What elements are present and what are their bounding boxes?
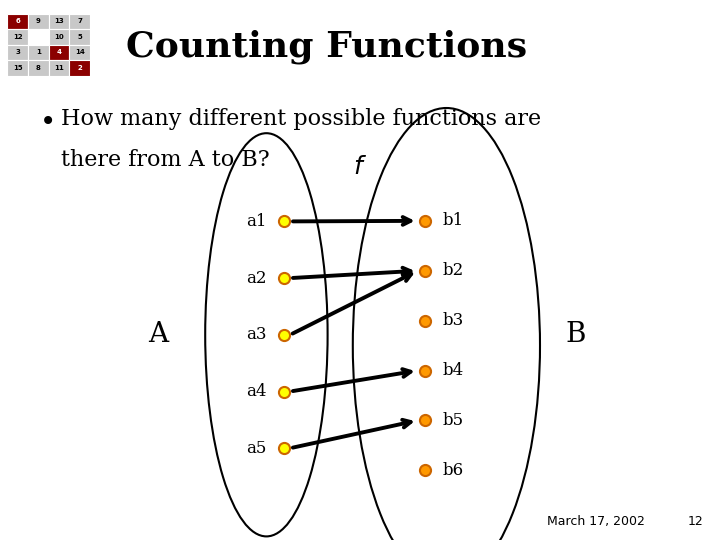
Text: 14: 14 xyxy=(75,49,84,55)
Text: 4: 4 xyxy=(56,49,61,55)
Text: 5: 5 xyxy=(77,34,82,40)
Text: 9: 9 xyxy=(36,18,41,24)
Text: $f$: $f$ xyxy=(353,156,367,179)
Text: there from A to B?: there from A to B? xyxy=(61,148,270,171)
Text: b3: b3 xyxy=(443,312,464,329)
Text: 6: 6 xyxy=(15,18,20,24)
Text: b4: b4 xyxy=(443,362,464,379)
Text: 12: 12 xyxy=(13,34,22,40)
FancyBboxPatch shape xyxy=(69,14,90,29)
Text: b2: b2 xyxy=(443,262,464,279)
Text: How many different possible functions are: How many different possible functions ar… xyxy=(61,108,541,130)
FancyBboxPatch shape xyxy=(28,45,49,60)
FancyBboxPatch shape xyxy=(7,29,28,45)
Text: b6: b6 xyxy=(443,462,464,479)
Text: 8: 8 xyxy=(36,65,41,71)
Text: 15: 15 xyxy=(13,65,22,71)
FancyBboxPatch shape xyxy=(28,60,49,76)
FancyBboxPatch shape xyxy=(69,45,90,60)
Text: a5: a5 xyxy=(246,440,266,457)
Text: 1: 1 xyxy=(36,49,41,55)
Text: a4: a4 xyxy=(246,383,266,400)
Text: a3: a3 xyxy=(246,326,266,343)
FancyBboxPatch shape xyxy=(69,60,90,76)
Text: 12: 12 xyxy=(688,515,703,528)
Text: b5: b5 xyxy=(443,412,464,429)
Text: •: • xyxy=(40,108,56,136)
Text: 2: 2 xyxy=(77,65,82,71)
Text: 13: 13 xyxy=(54,18,64,24)
Text: a2: a2 xyxy=(246,269,266,287)
FancyBboxPatch shape xyxy=(7,45,28,60)
FancyBboxPatch shape xyxy=(7,60,28,76)
Text: 10: 10 xyxy=(54,34,64,40)
Text: b1: b1 xyxy=(443,212,464,230)
Text: B: B xyxy=(566,321,586,348)
Text: A: A xyxy=(148,321,168,348)
FancyBboxPatch shape xyxy=(49,45,69,60)
FancyBboxPatch shape xyxy=(69,29,90,45)
Text: 7: 7 xyxy=(77,18,82,24)
FancyBboxPatch shape xyxy=(28,14,49,29)
Text: March 17, 2002: March 17, 2002 xyxy=(547,515,645,528)
FancyBboxPatch shape xyxy=(49,29,69,45)
Text: a1: a1 xyxy=(246,213,266,230)
Text: Counting Functions: Counting Functions xyxy=(126,30,527,64)
FancyBboxPatch shape xyxy=(49,14,69,29)
FancyBboxPatch shape xyxy=(7,14,28,29)
FancyBboxPatch shape xyxy=(49,60,69,76)
Text: 3: 3 xyxy=(15,49,20,55)
Text: 11: 11 xyxy=(54,65,64,71)
FancyBboxPatch shape xyxy=(28,29,49,45)
